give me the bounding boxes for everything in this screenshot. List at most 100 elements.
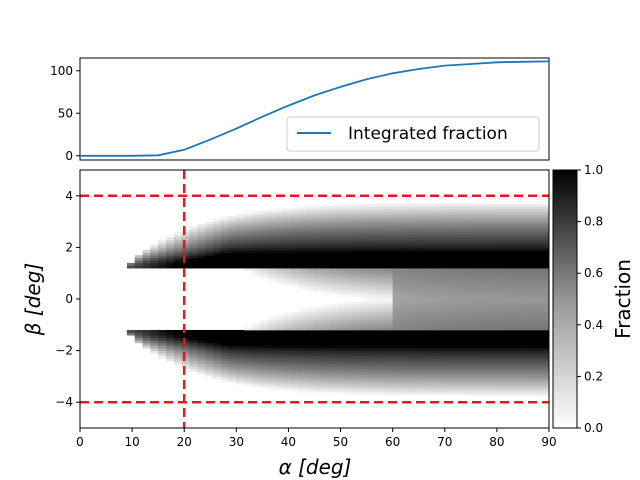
heatmap-cell — [541, 242, 549, 246]
heatmap-cell — [236, 234, 245, 238]
heatmap-cell — [400, 203, 409, 207]
heatmap-cell — [447, 293, 456, 297]
heatmap-cell — [212, 252, 222, 256]
heatmap-cell — [236, 358, 245, 362]
heatmap-cell — [259, 224, 268, 228]
heatmap-cell — [158, 329, 167, 333]
heatmap-cell — [439, 335, 448, 339]
heatmap-cell — [541, 229, 549, 233]
heatmap-cell — [298, 216, 308, 220]
heatmap-cell — [181, 247, 190, 251]
heatmap-cell — [502, 363, 511, 367]
heatmap-cell — [517, 255, 526, 259]
heatmap-cell — [509, 363, 519, 367]
heatmap-cell — [283, 386, 292, 390]
heatmap-cell — [275, 237, 284, 241]
heatmap-cell — [212, 345, 222, 349]
heatmap-cell — [408, 386, 417, 390]
heatmap-cell — [455, 234, 464, 238]
heatmap-cell — [267, 208, 276, 212]
heatmap-cell — [431, 229, 440, 233]
heatmap-cell — [361, 317, 370, 321]
heatmap-cell — [517, 353, 526, 357]
heatmap-cell — [306, 211, 315, 215]
heatmap-cell — [431, 270, 440, 274]
heatmap-cell — [205, 255, 214, 259]
heatmap-cell — [525, 260, 534, 264]
heatmap-cell — [322, 229, 331, 233]
heatmap-cell — [181, 342, 190, 346]
heatmap-cell — [353, 219, 362, 222]
heatmap-cell — [533, 345, 542, 349]
heatmap-cell — [541, 216, 549, 220]
heatmap-cell — [541, 260, 549, 264]
heatmap-cell — [259, 335, 268, 339]
heatmap-cell — [517, 332, 526, 336]
heatmap-cell — [330, 368, 339, 372]
heatmap-cell — [377, 262, 386, 266]
heatmap-cell — [275, 231, 284, 235]
heatmap-cell — [455, 340, 464, 344]
heatmap-cell — [361, 324, 370, 328]
heatmap-cell — [470, 348, 480, 351]
heatmap-cell — [502, 389, 511, 393]
heatmap-cell — [142, 257, 151, 261]
heatmap-cell — [502, 221, 511, 225]
heatmap-cell — [470, 208, 480, 212]
heatmap-cell — [470, 360, 480, 364]
heatmap-cell — [509, 237, 519, 241]
heatmap-cell — [541, 394, 549, 398]
heatmap-cell — [494, 299, 503, 302]
heatmap-cell — [463, 389, 472, 393]
heatmap-cell — [377, 268, 386, 272]
heatmap-cell — [314, 378, 323, 382]
heatmap-cell — [423, 257, 433, 261]
heatmap-cell — [423, 224, 433, 228]
heatmap-cell — [377, 293, 386, 297]
heatmap-cell — [345, 306, 354, 310]
heatmap-cell — [400, 376, 409, 380]
heatmap-cell — [525, 371, 534, 375]
legend: Integrated fraction — [286, 116, 540, 152]
heatmap-cell — [259, 213, 268, 217]
heatmap-cell — [345, 381, 354, 385]
heatmap-cell — [283, 324, 292, 328]
heatmap-cell — [212, 262, 222, 266]
heatmap-cell — [439, 286, 448, 290]
heatmap-cell — [509, 200, 519, 204]
heatmap-cell — [267, 249, 276, 253]
heatmap-cell — [259, 329, 268, 333]
heatmap-cell — [525, 386, 534, 390]
heatmap-cell — [431, 208, 440, 212]
heatmap-cell — [244, 360, 253, 364]
heatmap-cell — [345, 203, 354, 207]
heatmap-cell — [314, 306, 323, 310]
heatmap-cell — [408, 244, 417, 248]
heatmap-cell — [486, 322, 495, 326]
heatmap-cell — [455, 358, 464, 362]
heatmap-cell — [431, 309, 440, 313]
heatmap-cell — [197, 335, 206, 339]
heatmap-cell — [423, 231, 433, 235]
heatmap-cell — [377, 304, 386, 308]
heatmap-cell — [517, 337, 526, 341]
heatmap-cell — [259, 332, 268, 336]
heatmap-cell — [525, 231, 534, 235]
heatmap-cell — [228, 329, 237, 333]
heatmap-cell — [470, 322, 480, 326]
heatmap-cell — [361, 273, 370, 277]
heatmap-cell — [330, 335, 339, 339]
heatmap-cell — [322, 358, 331, 362]
heatmap-cell — [220, 373, 229, 377]
heatmap-cell — [416, 348, 425, 351]
heatmap-cell — [236, 376, 245, 380]
heatmap-cell — [330, 291, 339, 295]
heatmap-cell — [494, 203, 503, 207]
heatmap-cell — [353, 371, 362, 375]
heatmap-cell — [486, 366, 495, 370]
heatmap-cell — [392, 247, 401, 251]
heatmap-cell — [173, 244, 183, 248]
heatmap-cell — [322, 340, 331, 344]
heatmap-cell — [509, 373, 519, 377]
heatmap-cell — [416, 358, 425, 362]
